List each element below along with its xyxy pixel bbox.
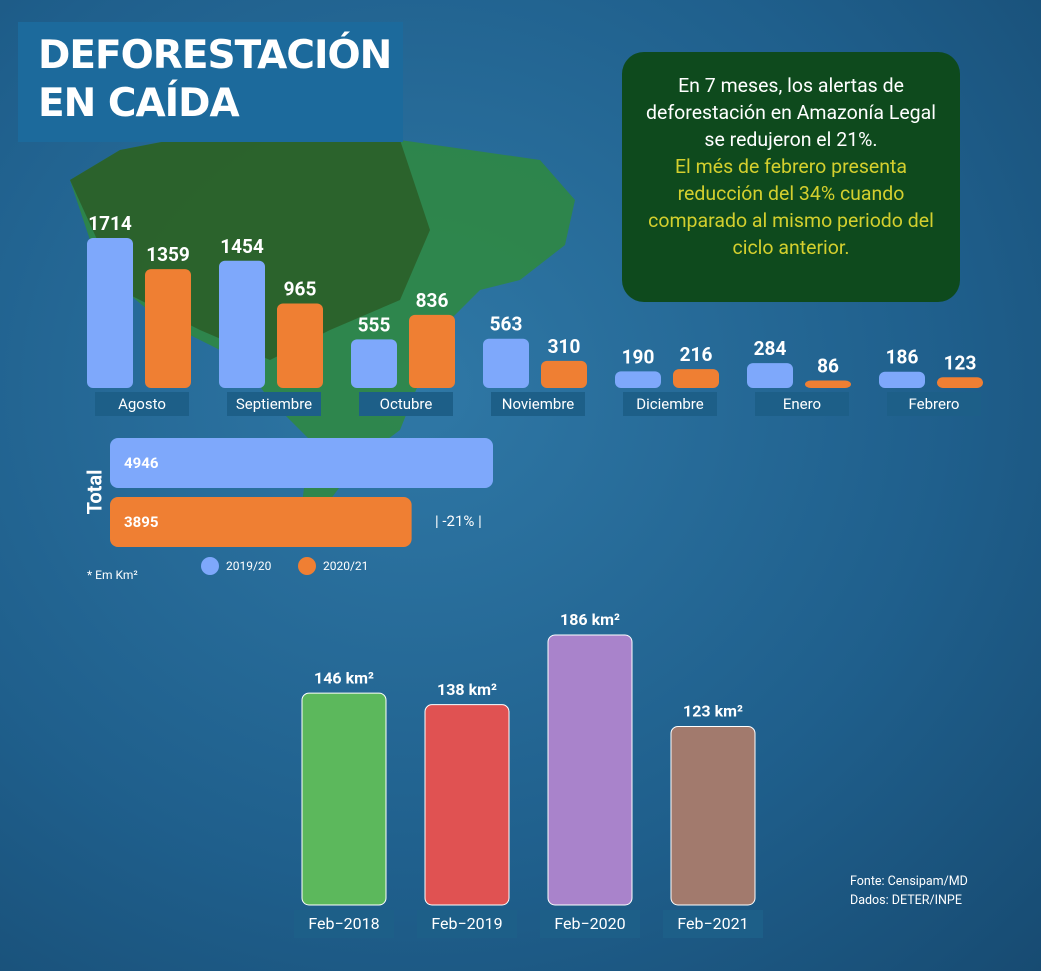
bar	[409, 315, 455, 388]
infographic: Agosto 1714 1359 Septiembre 1454 965 Octubre 55…	[0, 0, 1041, 971]
category-label: Feb−2019	[431, 914, 502, 933]
title: DEFORESTACIÓN EN CAÍDA	[18, 22, 403, 142]
bar	[351, 339, 397, 388]
value-label: 1714	[88, 212, 132, 235]
chart-title: Total	[82, 470, 106, 515]
bar	[483, 339, 529, 388]
category-label: Agosto	[118, 395, 166, 413]
category-label: Feb−2020	[554, 914, 625, 933]
value-label: 4946	[124, 454, 159, 472]
category-label: Feb−2018	[308, 914, 379, 933]
bar	[541, 361, 587, 388]
value-label: 836	[416, 289, 449, 312]
value-label: 563	[490, 313, 523, 336]
category-label: Octubre	[380, 395, 433, 413]
bar	[671, 726, 755, 905]
summary-box: En 7 meses, los alertas de deforestación…	[622, 52, 960, 302]
bar	[879, 372, 925, 388]
bar	[747, 363, 793, 388]
value-label: 3895	[124, 513, 158, 531]
bar	[87, 238, 133, 388]
value-label: 138 km²	[437, 680, 497, 699]
category-label: Septiembre	[236, 395, 312, 413]
bar	[302, 693, 386, 905]
bar	[425, 705, 509, 905]
annotation: | -21% |	[435, 512, 482, 530]
value-label: 310	[548, 335, 581, 358]
value-label: 555	[358, 313, 391, 336]
value-label: 186 km²	[560, 610, 620, 629]
legend-label: 2020/21	[323, 559, 368, 573]
source: Dados: DETER/INPE	[850, 893, 962, 908]
value-label: 216	[680, 343, 713, 366]
bar	[110, 438, 493, 488]
value-label: 123	[944, 351, 977, 374]
note: * Em Km²	[87, 568, 138, 582]
bar	[615, 371, 661, 388]
value-label: 146 km²	[314, 668, 374, 687]
value-label: 186	[886, 346, 919, 369]
bar	[805, 380, 851, 388]
legend-label: 2019/20	[226, 559, 272, 573]
value-label: 284	[754, 337, 787, 360]
value-label: 123 km²	[683, 702, 743, 721]
bar	[548, 635, 632, 905]
bar	[673, 369, 719, 388]
value-label: 86	[817, 354, 839, 377]
legend-swatch	[298, 557, 316, 575]
bar	[937, 377, 983, 388]
value-label: 1454	[220, 235, 264, 258]
bar	[145, 269, 191, 388]
category-label: Noviembre	[502, 395, 575, 413]
summary-highlight: El més de febrero presenta reducción del…	[641, 153, 941, 261]
source: Fonte: Censipam/MD	[850, 874, 968, 889]
category-label: Feb−2021	[677, 914, 748, 933]
bar	[277, 304, 323, 388]
legend-swatch	[201, 557, 219, 575]
value-label: 1359	[146, 243, 190, 266]
summary-text: En 7 meses, los alertas de deforestación…	[641, 72, 941, 153]
category-label: Diciembre	[636, 395, 703, 413]
value-label: 965	[284, 278, 317, 301]
bar	[219, 261, 265, 388]
category-label: Febrero	[909, 395, 960, 413]
category-label: Enero	[783, 395, 821, 413]
value-label: 190	[622, 345, 655, 368]
